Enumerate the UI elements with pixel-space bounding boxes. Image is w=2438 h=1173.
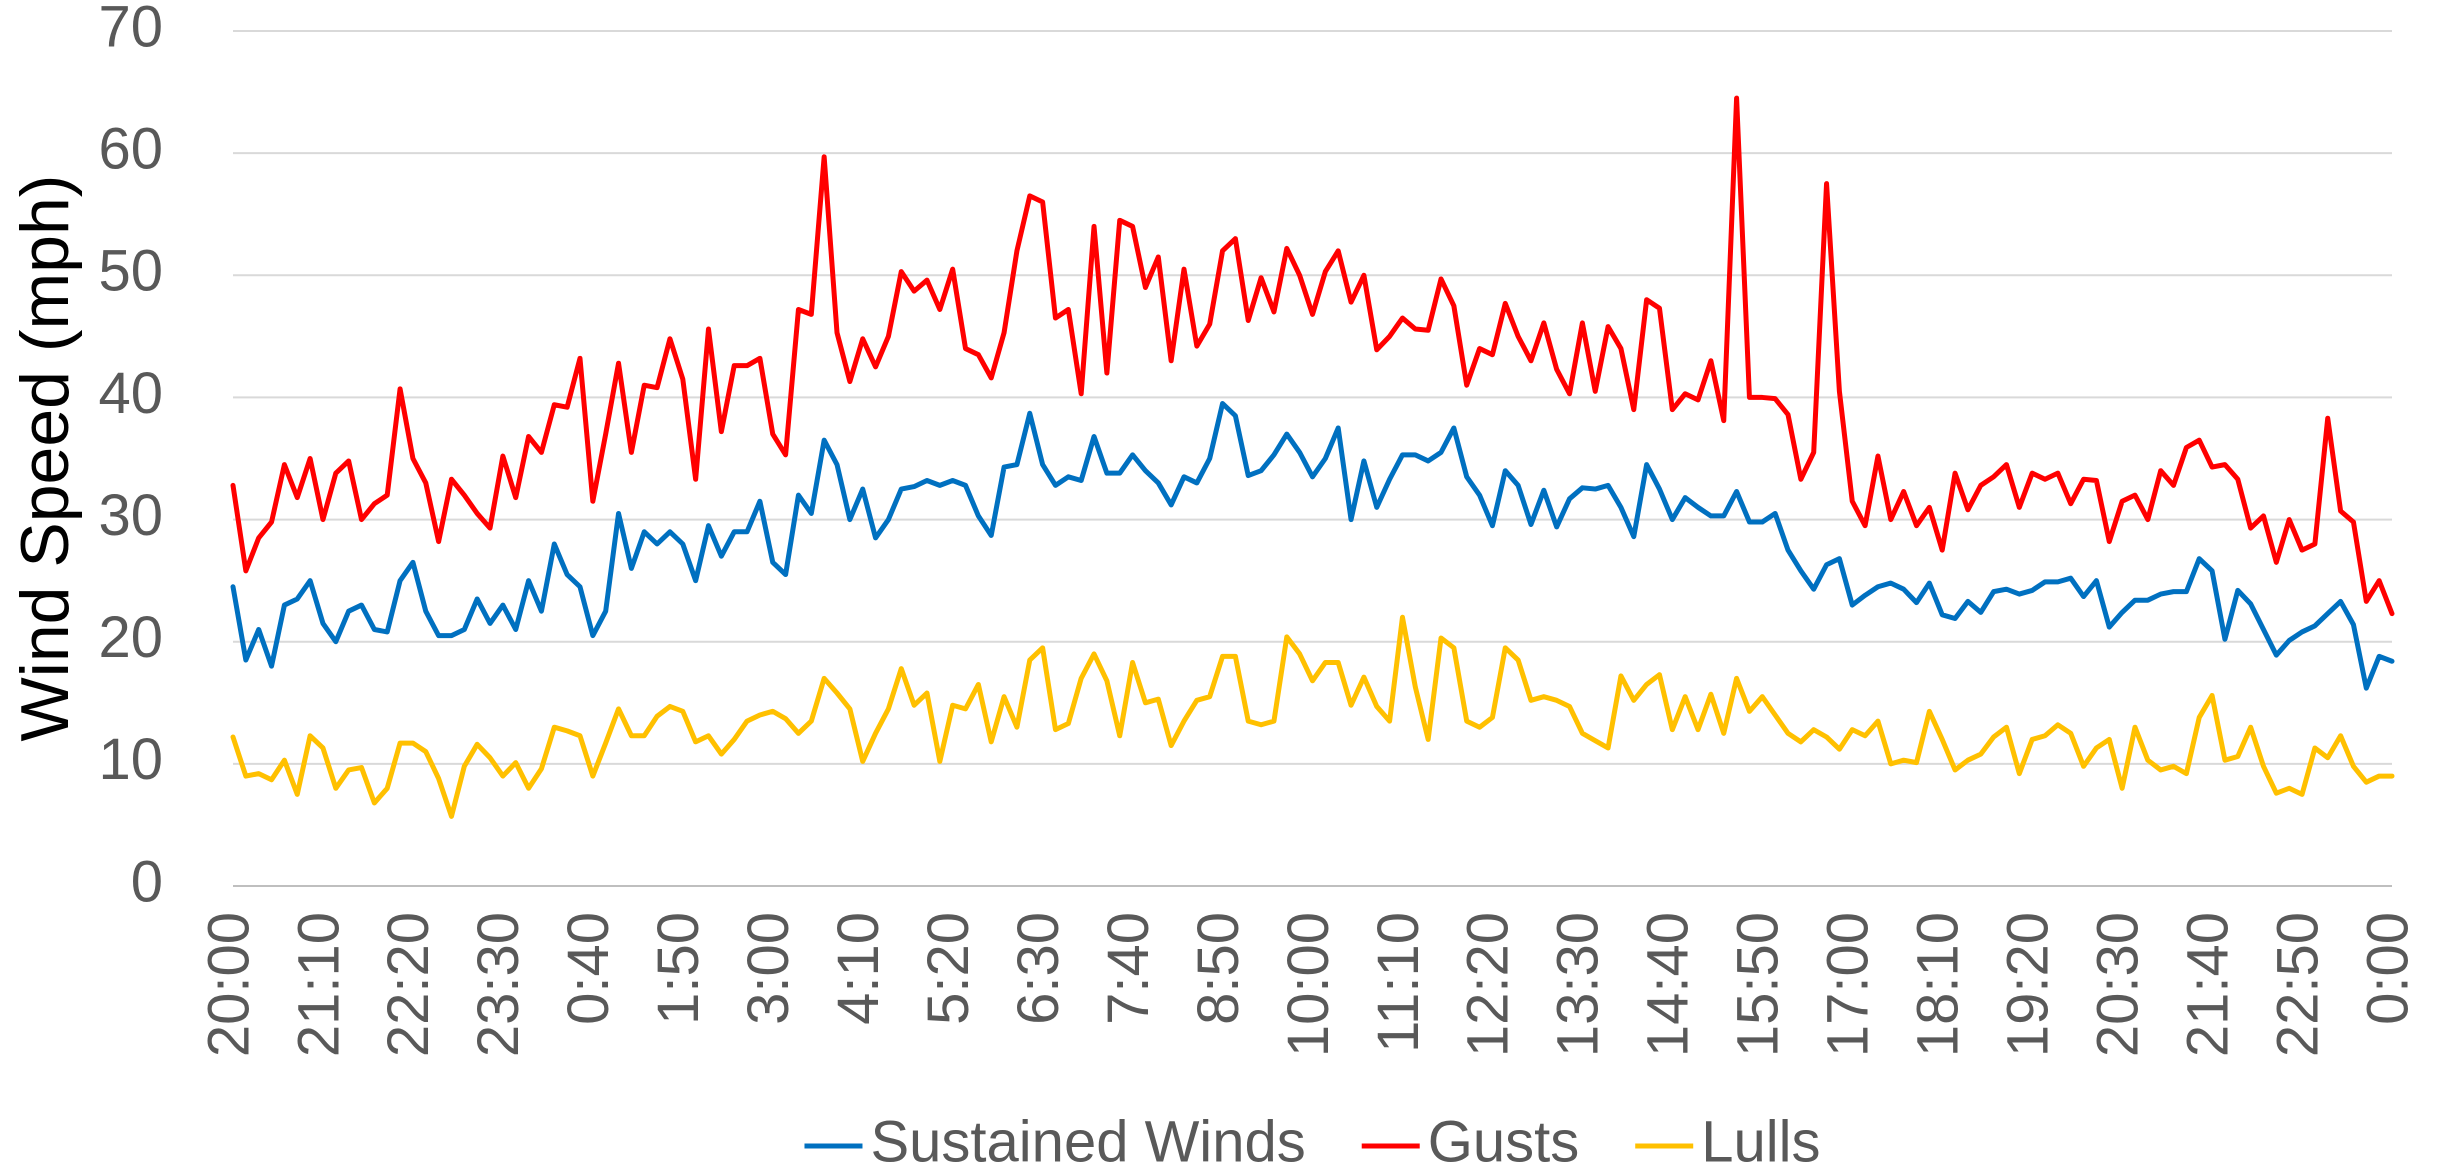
legend-label: Sustained Winds [870,1109,1305,1173]
x-tick-label: 12:20 [1456,912,1521,1057]
x-tick-label: 5:20 [916,912,981,1025]
legend-label: Lulls [1701,1109,1820,1173]
x-tick-label: 22:50 [2265,912,2330,1057]
x-tick-label: 8:50 [1186,912,1251,1025]
x-tick-label: 0:00 [2355,912,2420,1025]
grid [233,30,2392,887]
x-tick-label: 7:40 [1096,912,1161,1025]
x-tick-label: 14:40 [1636,912,1701,1057]
x-tick-label: 6:30 [1006,912,1071,1025]
x-tick-label: 23:30 [466,912,531,1057]
x-tick-label: 3:00 [736,912,801,1025]
labels: 0 10 20 30 40 50 60 70 20:00 21:10 22:20 23:30 0:40 1… [98,0,2420,1057]
x-tick-label: 13:30 [1546,912,1611,1057]
x-tick-label: 10:00 [1276,912,1341,1057]
x-tick-label: 15:50 [1726,912,1791,1057]
x-tick-label: 0:40 [556,912,621,1025]
x-tick-label: 20:00 [196,912,261,1057]
x-tick-label: 20:30 [2085,912,2150,1057]
x-tick-label: 22:20 [376,912,441,1057]
x-tick-label: 19:20 [1995,912,2060,1057]
x-tick-label: 21:10 [286,912,351,1057]
series-line [230,95,2395,617]
series-line [230,614,2395,819]
y-axis-title: Wind Speed (mph) [7,175,83,742]
x-tick-label: 21:40 [2175,912,2240,1057]
series-line [230,401,2395,691]
legend: Sustained Winds Gusts Lulls [804,1109,1821,1173]
y-tick-label: 40 [98,361,163,426]
y-tick-label: 0 [131,849,163,914]
y-tick-label: 50 [98,239,163,304]
y-tick-label: 10 [98,727,163,792]
x-tick-label: 18:10 [1906,912,1971,1057]
x-tick-label: 11:10 [1366,912,1431,1053]
y-tick-label: 20 [98,605,163,670]
x-tick-label: 17:00 [1816,912,1881,1057]
legend-label: Gusts [1428,1109,1580,1173]
x-tick-label: 4:10 [826,912,891,1025]
y-tick-label: 30 [98,483,163,548]
y-tick-label: 70 [98,0,163,59]
y-tick-label: 60 [98,116,163,181]
lines [230,95,2395,819]
x-tick-label: 1:50 [646,912,711,1025]
